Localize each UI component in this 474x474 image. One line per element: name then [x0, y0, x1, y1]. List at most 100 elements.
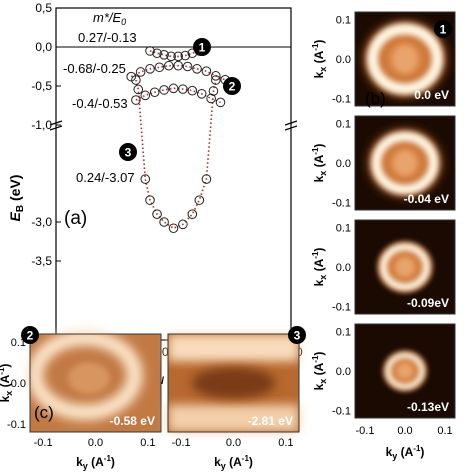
map-border [354, 219, 456, 315]
map-core [393, 150, 417, 176]
data-point [131, 95, 141, 105]
data-point [187, 85, 198, 96]
y-tick-label: 0.1 [336, 327, 351, 339]
map-band-top [168, 334, 299, 362]
x-tick-label: -0.1 [34, 437, 53, 449]
panel-c-letter: (c) [34, 403, 54, 422]
x-tick-label: 0.1 [437, 425, 452, 437]
y-tick-label: 0.0 [336, 366, 351, 378]
y-tick-label: 0.0 [11, 378, 26, 390]
y-axis-label: kx (A-1) [0, 364, 14, 403]
y-ticks: 0,5 0,0 -0,5 -1,0 -3,0 -3,5 [31, 1, 61, 268]
series-2b-label: -0.4/-0.53 [72, 96, 128, 111]
svg-text:3: 3 [125, 146, 132, 160]
x-tick-label: 0.1 [278, 437, 293, 449]
map-border [354, 323, 456, 419]
panel-c: 2 -0.58 eV 3 -2.81 eV (c) 0.1 0.0 -0.1 kx (A-1… [0, 326, 306, 471]
panel-b-map-2: -0.04 eV [354, 115, 456, 211]
map-core [67, 362, 110, 394]
map-border [29, 333, 162, 433]
y-tick-label: 0.1 [336, 223, 351, 235]
data-point [164, 60, 174, 71]
svg-text:2: 2 [27, 329, 34, 343]
panel-b: 0.0 eV-0.04 eV-0.09eV-0.13eV (b) 1 0.10.… [311, 11, 456, 461]
energy-label: -2.81 eV [248, 414, 293, 428]
data-point [173, 51, 183, 62]
data-point [152, 209, 162, 219]
data-point [211, 71, 221, 81]
series-2a-label: -0.68/-0.25 [63, 61, 126, 76]
energy-label: 0.0 eV [414, 88, 449, 102]
panel-b-map-1: 0.0 eV [354, 11, 456, 107]
x-tick-label: -0.1 [356, 425, 375, 437]
x-tick-label: 0.0 [397, 425, 412, 437]
data-point [145, 46, 155, 56]
y-tick-label: -3,0 [31, 215, 52, 229]
svg-text:2: 2 [229, 80, 236, 94]
svg-text:1: 1 [199, 41, 206, 55]
data-point [168, 223, 179, 234]
y-tick-label: 0.1 [336, 119, 351, 131]
data-point [140, 90, 151, 101]
x-tick-label: -0.1 [172, 437, 191, 449]
svg-text:3: 3 [294, 329, 301, 343]
panel-c-map-2: 3 -2.81 eV [167, 326, 306, 433]
data-point [192, 64, 202, 74]
data-point [211, 75, 221, 85]
x-tick-label: 0.0 [88, 437, 103, 449]
map-core [392, 44, 418, 74]
fit-curve-1 [149, 50, 200, 58]
legend-title: m*/E0 [93, 10, 126, 27]
y-tick-label: 0.0 [336, 54, 351, 66]
panel-a: 0,50,0-0,5-1,0-3,0-3,5 -0,50-0,250,000,2… [7, 1, 303, 387]
data-point [159, 217, 169, 227]
data-point [173, 60, 183, 71]
y-tick-label: 0.0 [336, 262, 351, 274]
data-point [201, 174, 212, 184]
data-point [159, 50, 169, 60]
y-axis-label: kx (A-1) [311, 352, 328, 391]
data-point [208, 86, 219, 96]
y-axis-break-right [284, 120, 298, 131]
y-tick-label: 0.0 [336, 158, 351, 170]
y-tick-label: -0.1 [332, 93, 351, 105]
data-point [135, 67, 146, 77]
energy-label: -0.58 eV [110, 414, 155, 428]
data-point [145, 64, 155, 74]
data-point [168, 83, 179, 94]
svg-text:1: 1 [440, 23, 447, 37]
x-tick-label: 0.0 [226, 437, 241, 449]
badge-1: 1 [193, 38, 211, 56]
data-point [194, 195, 205, 205]
map-core [397, 363, 413, 379]
badge-2: 2 [223, 77, 241, 95]
energy-label: -0.09eV [407, 296, 449, 310]
panel-b-map-4: -0.13eV [354, 323, 456, 419]
x-axis-label: ky (A-1) [214, 454, 253, 471]
data-point [152, 48, 162, 59]
y-tick-label: -1,0 [31, 118, 52, 132]
y-tick-label: -0.1 [332, 197, 351, 209]
data-point [133, 84, 144, 95]
x-axis-label: ky (A-1) [76, 454, 115, 471]
y-tick-label: 0,0 [35, 40, 52, 54]
y-axis-label: EB (eV) [7, 175, 26, 222]
x-tick-label: 0.1 [140, 437, 155, 449]
y-tick-label: 0,5 [35, 1, 52, 15]
y-axis-label: kx (A-1) [311, 144, 328, 183]
series-3-label: 0.24/-3.07 [76, 170, 135, 185]
energy-label: -0.04 eV [404, 192, 449, 206]
map-border [167, 333, 300, 433]
y-tick-label: -0.1 [332, 301, 351, 313]
map-border [354, 11, 456, 107]
panel-c-map-1: 2 -0.58 eV [21, 326, 162, 433]
map-ring [384, 352, 426, 390]
y-axis-break-left [49, 120, 63, 131]
y-tick-label: -0.1 [332, 405, 351, 417]
panel-c-maps: 2 -0.58 eV 3 -2.81 eV [21, 326, 306, 433]
data-points [126, 46, 238, 234]
data-point [159, 85, 169, 95]
data-point [131, 75, 141, 85]
data-point [215, 97, 226, 108]
data-point [166, 51, 176, 62]
